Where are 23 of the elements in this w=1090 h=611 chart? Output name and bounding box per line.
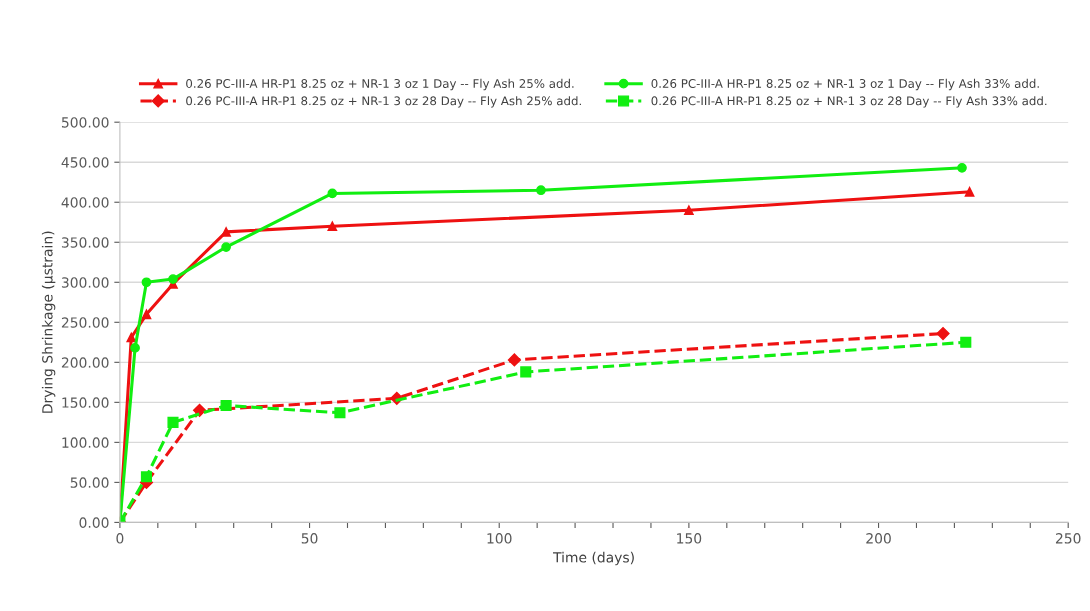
y-tick-label: 350.00 [61, 237, 109, 248]
x-tick-label: 250 [1055, 533, 1081, 544]
y-tick-label: 500.00 [61, 117, 109, 128]
y-tick-label: 100.00 [62, 437, 109, 448]
y-tick-label: 200.00 [61, 357, 109, 368]
legend-label: 0.26 PC-III-A HR-P1 8.25 oz + NR-1 3 oz 28 Day -- Fly Ash 33% add. [651, 96, 1047, 108]
y-tick-label: 450.00 [61, 157, 109, 168]
legend-label: 0.26 PC-III-A HR-P1 8.25 oz + NR-1 3 oz 1 Day -- Fly Ash 25% add. [186, 78, 574, 91]
y-tick-label: 0.00 [79, 517, 109, 528]
y-tick-label: 50.00 [70, 477, 109, 488]
y-tick-label: 300.00 [61, 277, 109, 288]
x-tick-label: 150 [677, 533, 702, 544]
x-tick-label: 100 [487, 533, 512, 544]
x-axis-title: Time (days) [553, 551, 634, 566]
y-tick-label: 250.00 [61, 317, 109, 328]
y-tick-label: 400.00 [61, 197, 109, 208]
legend-label: 0.26 PC-III-A HR-P1 8.25 oz + NR-1 3 oz 1 Day -- Fly Ash 33% add. [651, 78, 1039, 91]
y-axis-title: Drying Shrinkage (µstrain) [41, 231, 56, 413]
legend-label: 0.26 PC-III-A HR-P1 8.25 oz + NR-1 3 oz 28 Day -- Fly Ash 25% add. [186, 96, 581, 108]
x-tick-label: 0 [116, 533, 124, 544]
x-tick-label: 50 [301, 533, 318, 544]
y-tick-label: 150.00 [62, 397, 109, 408]
x-tick-label: 200 [866, 533, 891, 544]
